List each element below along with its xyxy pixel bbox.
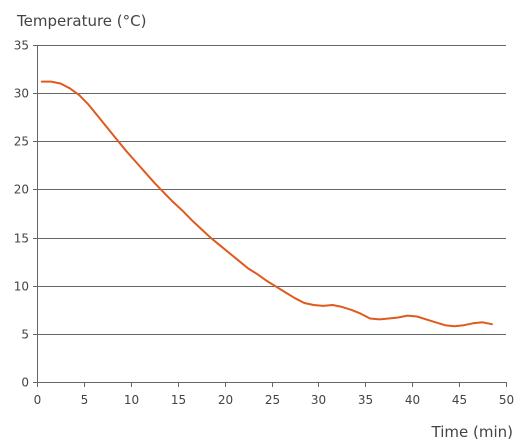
y-tick-label-15: 15 <box>14 232 29 246</box>
x-tick-label-5: 5 <box>81 393 89 407</box>
x-tick-label-15: 15 <box>171 393 186 407</box>
axes <box>33 45 507 387</box>
y-tick-label-10: 10 <box>14 280 29 294</box>
gridlines <box>33 45 506 335</box>
y-axis-label: Temperature (°C) <box>16 12 146 30</box>
x-tick-label-20: 20 <box>218 393 233 407</box>
x-tick-label-0: 0 <box>34 393 42 407</box>
series-lines <box>40 80 493 328</box>
x-tick-label-40: 40 <box>405 393 420 407</box>
x-tick-label-25: 25 <box>265 393 280 407</box>
y-tick-label-0: 0 <box>21 376 29 390</box>
y-tick-label-30: 30 <box>14 87 29 101</box>
x-tick-label-45: 45 <box>452 393 467 407</box>
x-tick-label-30: 30 <box>311 393 326 407</box>
x-tick-label-10: 10 <box>124 393 139 407</box>
y-tick-label-25: 25 <box>14 135 29 149</box>
x-tick-label-35: 35 <box>358 393 373 407</box>
y-tick-label-20: 20 <box>14 183 29 197</box>
y-tick-label-5: 5 <box>21 328 29 342</box>
tick-labels: 0 5 10 15 20 25 30 35 0 5 10 15 20 25 30 35 40 45 50 <box>14 39 514 408</box>
x-tick-label-50: 50 <box>499 393 514 407</box>
x-axis-label: Time (min) <box>431 423 513 441</box>
y-tick-label-35: 35 <box>14 39 29 53</box>
series-line-0 <box>40 80 493 328</box>
